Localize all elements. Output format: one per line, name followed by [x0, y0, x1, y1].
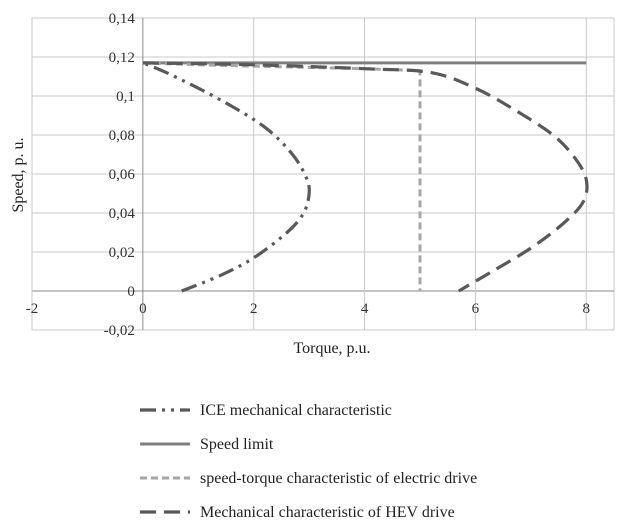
series-line-1 [142, 61, 311, 293]
x-tick-label: -2 [26, 301, 39, 317]
legend-label: ICE mechanical characteristic [200, 402, 392, 419]
y-tick-label: 0,1 [116, 89, 135, 105]
y-tick-label: 0,08 [109, 128, 135, 144]
y-axis-title: Speed, p. u. [10, 137, 27, 212]
y-tick-label: 0,12 [109, 50, 135, 66]
legend-label: Speed limit [200, 436, 274, 453]
x-tick-label: 2 [250, 301, 258, 317]
legend-label: Mechanical characteristic of HEV drive [200, 504, 455, 521]
x-tick-label: 0 [139, 301, 147, 317]
y-tick-label: 0 [127, 284, 135, 300]
x-tick-label: 8 [583, 301, 591, 317]
y-tick-label: -0,02 [104, 323, 135, 339]
y-tick-label: 0,14 [109, 11, 136, 27]
y-tick-label: 0,02 [109, 245, 135, 261]
x-tick-label: 4 [361, 301, 369, 317]
x-axis-title: Torque, p.u. [293, 340, 370, 357]
series-line-3 [142, 61, 422, 291]
y-tick-label: 0,04 [109, 206, 136, 222]
series-line-4 [142, 61, 589, 293]
series-layer [142, 61, 589, 293]
x-tick-label: 6 [472, 301, 480, 317]
y-tick-label: 0,06 [109, 167, 136, 183]
legend-label: speed-torque characteristic of electric … [200, 470, 477, 487]
legend: ICE mechanical characteristic Speed limit… [140, 402, 477, 521]
